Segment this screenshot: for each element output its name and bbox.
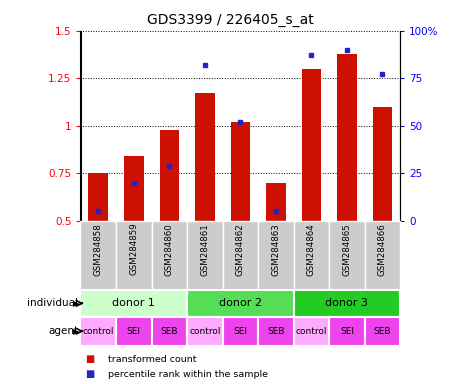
Text: SEI: SEI [339,327,353,336]
Bar [257,221,293,290]
Bar [88,173,108,221]
Bar [151,221,187,290]
Text: agent: agent [48,326,78,336]
Text: GSM284861: GSM284861 [200,223,209,276]
Bar [336,53,356,221]
Bar [124,156,143,221]
Bar [329,221,364,290]
Text: SEI: SEI [233,327,247,336]
Bar [301,69,320,221]
Bar [230,122,250,221]
Text: transformed count: transformed count [108,354,196,364]
Text: control: control [82,327,114,336]
Text: SEB: SEB [373,327,390,336]
Bar [265,183,285,221]
Text: donor 2: donor 2 [218,298,261,308]
Text: donor 3: donor 3 [325,298,368,308]
Text: control: control [189,327,220,336]
Bar [222,221,257,290]
Text: GSM284858: GSM284858 [94,223,102,276]
Text: ▶: ▶ [73,299,79,308]
Text: ■: ■ [85,354,94,364]
Bar [116,221,151,290]
Text: SEI: SEI [127,327,140,336]
Bar [222,317,257,346]
Text: GSM284860: GSM284860 [164,223,174,276]
Text: ▶: ▶ [73,327,79,336]
Text: GSM284866: GSM284866 [377,223,386,276]
Bar [187,290,293,317]
Bar [80,290,187,317]
Text: GDS3399 / 226405_s_at: GDS3399 / 226405_s_at [146,13,313,27]
Text: percentile rank within the sample: percentile rank within the sample [108,370,268,379]
Text: GSM284865: GSM284865 [341,223,351,276]
Bar [372,107,392,221]
Bar [364,317,399,346]
Bar [195,93,214,221]
Bar [80,221,116,290]
Text: GSM284859: GSM284859 [129,223,138,275]
Text: GSM284864: GSM284864 [306,223,315,276]
Bar [80,317,116,346]
Bar [187,317,222,346]
Text: control: control [295,327,326,336]
Bar [187,221,222,290]
Text: SEB: SEB [267,327,284,336]
Bar [293,221,329,290]
Text: GSM284862: GSM284862 [235,223,244,276]
Text: individual: individual [27,298,78,308]
Bar [159,129,179,221]
Text: SEB: SEB [160,327,178,336]
Bar [329,317,364,346]
Bar [293,290,399,317]
Bar [116,317,151,346]
Text: donor 1: donor 1 [112,298,155,308]
Bar [151,317,187,346]
Bar [364,221,399,290]
Bar [257,317,293,346]
Text: GSM284863: GSM284863 [271,223,280,276]
Text: ■: ■ [85,369,94,379]
Bar [293,317,329,346]
